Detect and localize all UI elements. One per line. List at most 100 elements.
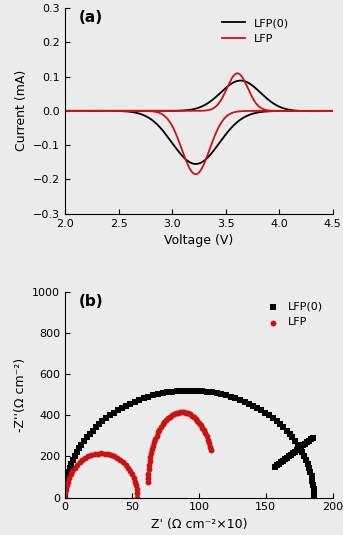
LFP(0): [74, 448, 80, 456]
LFP: [189, 411, 194, 420]
LFP(0): [189, 386, 195, 395]
LFP: [146, 469, 151, 478]
LFP(0): [119, 403, 125, 412]
LFP(0): [96, 420, 102, 429]
LFP: [63, 108, 67, 114]
LFP: [200, 423, 205, 432]
LFP(0): [310, 476, 315, 485]
LFP(0): [63, 485, 68, 493]
LFP(0): [267, 411, 272, 420]
LFP: [72, 463, 77, 472]
LFP(0): [141, 394, 146, 402]
LFP: [151, 438, 157, 447]
LFP(0): [294, 446, 300, 454]
LFP(0): [214, 389, 219, 398]
LFP(0): [296, 444, 301, 453]
LFP: [97, 108, 101, 114]
LFP: [209, 446, 214, 455]
LFP: [198, 421, 203, 429]
LFP: [306, 108, 310, 114]
LFP(0): [263, 409, 268, 417]
LFP: [158, 423, 164, 431]
LFP(0): [69, 460, 74, 468]
LFP: [63, 485, 69, 494]
LFP(0): [97, 108, 101, 114]
LFP(0): [228, 392, 234, 401]
LFP(0): [301, 452, 307, 461]
Y-axis label: -Z''(Ω cm⁻²): -Z''(Ω cm⁻²): [14, 357, 27, 432]
LFP(0): [293, 437, 298, 445]
LFP(0): [311, 485, 316, 493]
LFP: [85, 452, 91, 461]
LFP(0): [199, 387, 205, 395]
LFP(0): [237, 395, 243, 404]
LFP: [175, 408, 180, 417]
LFP: [77, 458, 82, 467]
LFP: [163, 416, 169, 424]
LFP: [183, 409, 189, 417]
LFP(0): [65, 472, 70, 481]
LFP(0): [160, 389, 165, 398]
LFP(0): [79, 440, 84, 449]
LFP: [118, 456, 123, 464]
LFP(0): [145, 392, 151, 401]
LFP(0): [302, 440, 308, 448]
LFP(0): [246, 399, 252, 408]
LFP: [235, 70, 239, 77]
LFP: [98, 449, 104, 457]
LFP: [64, 481, 69, 490]
LFP: [173, 409, 178, 417]
LFP: [203, 429, 208, 438]
LFP(0): [111, 409, 116, 417]
LFP: [125, 463, 131, 472]
LFP(0): [159, 108, 163, 114]
LFP: [88, 450, 94, 459]
LFP: [185, 409, 191, 418]
LFP: [205, 435, 211, 444]
LFP: [134, 489, 140, 498]
LFP: [129, 470, 135, 478]
LFP: [95, 449, 101, 458]
LFP(0): [311, 489, 317, 498]
LFP: [167, 412, 173, 421]
LFP: [73, 108, 77, 114]
LFP: [165, 414, 171, 423]
LFP(0): [229, 125, 233, 131]
LFP(0): [76, 444, 82, 453]
LFP(0): [276, 460, 282, 468]
LFP: [324, 108, 328, 114]
LFP: [194, 416, 200, 425]
LFP: [160, 420, 165, 429]
LFP: [181, 408, 187, 417]
LFP(0): [63, 108, 67, 114]
LFP(0): [274, 417, 280, 425]
LFP: [191, 412, 197, 421]
LFP(0): [132, 398, 138, 406]
LFP(0): [72, 452, 78, 461]
LFP(0): [100, 417, 105, 425]
LFP(0): [242, 398, 247, 406]
LFP: [66, 473, 72, 482]
LFP: [159, 108, 163, 114]
LFP: [157, 425, 162, 434]
LFP: [123, 461, 128, 469]
LFP(0): [281, 423, 286, 432]
LFP: [70, 467, 75, 475]
LFP(0): [274, 461, 280, 469]
Y-axis label: Current (mA): Current (mA): [15, 70, 28, 151]
LFP(0): [115, 406, 120, 415]
LFP(0): [204, 387, 210, 396]
LFP(0): [310, 434, 316, 442]
LFP(0): [288, 450, 294, 459]
Line: LFP(0): LFP(0): [65, 81, 333, 164]
LFP(0): [165, 388, 170, 396]
LFP: [68, 470, 73, 478]
LFP(0): [64, 476, 70, 485]
LFP(0): [299, 448, 305, 456]
X-axis label: Z' (Ω cm⁻²×10): Z' (Ω cm⁻²×10): [151, 518, 247, 531]
LFP: [111, 452, 117, 461]
LFP(0): [155, 390, 161, 399]
LFP(0): [304, 438, 309, 447]
LFP(0): [305, 460, 310, 468]
LFP(0): [303, 456, 309, 464]
